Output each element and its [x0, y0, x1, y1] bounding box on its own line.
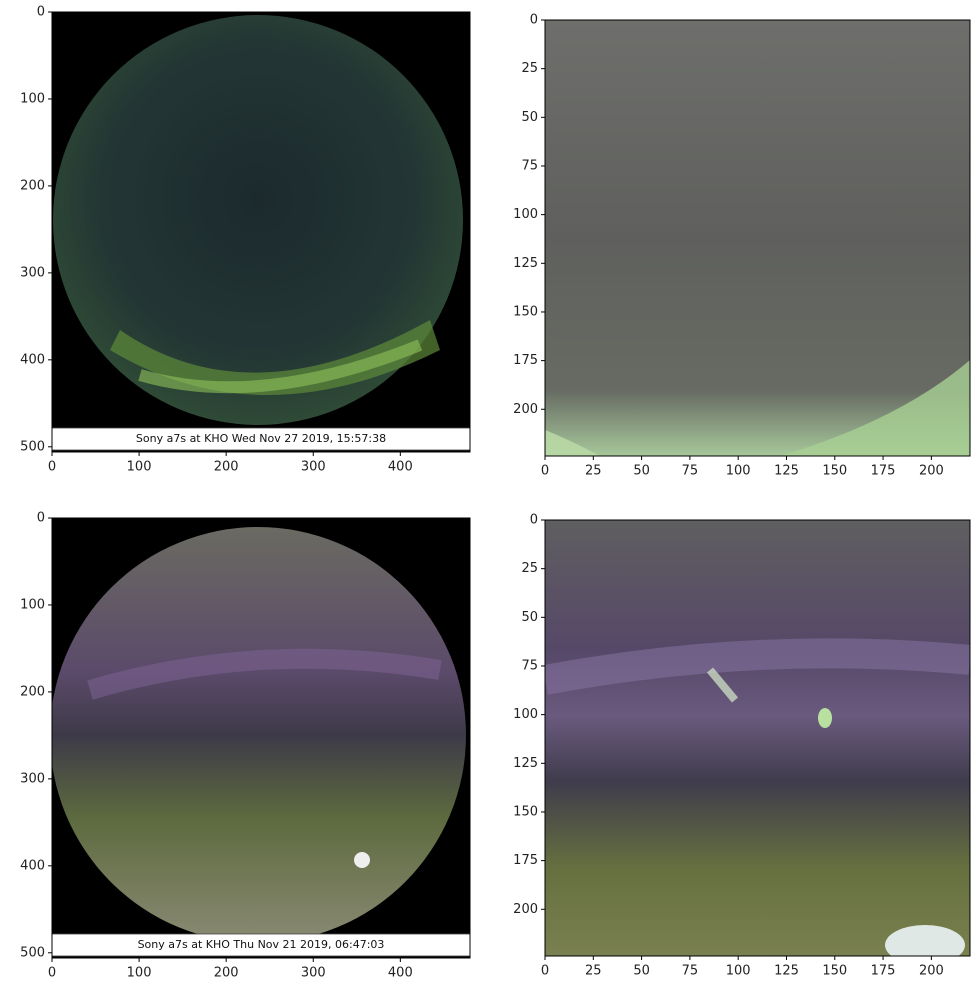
y-tick-label: 125: [513, 756, 538, 771]
x-tick-label: 400: [388, 460, 413, 475]
y-tick-label: 100: [513, 707, 538, 722]
x-tick-label: 125: [774, 964, 799, 979]
x-tick-label: 100: [127, 460, 152, 475]
x-tick-label: 200: [214, 966, 239, 981]
x-tick-label: 175: [871, 964, 896, 979]
x-tick-label: 400: [388, 966, 413, 981]
x-tick-label: 200: [214, 460, 239, 475]
x-tick-label: 300: [301, 966, 326, 981]
y-tick-label: 200: [20, 178, 45, 193]
x-tick-label: 200: [919, 464, 944, 479]
x-tick-label: 100: [127, 966, 152, 981]
y-tick-label: 400: [20, 352, 45, 367]
x-tick-label: 0: [48, 966, 56, 981]
y-tick-label: 175: [513, 853, 538, 868]
x-tick-label: 175: [871, 464, 896, 479]
y-tick-label: 200: [513, 402, 538, 417]
y-tick-label: 0: [37, 5, 45, 20]
y-tick-label: 500: [20, 439, 45, 454]
y-tick-label: 100: [20, 91, 45, 106]
image-2: [545, 20, 970, 456]
x-tick-label: 0: [48, 460, 56, 475]
y-tick-label: 0: [37, 511, 45, 526]
y-tick-label: 125: [513, 256, 538, 271]
x-tick-label: 25: [585, 464, 602, 479]
caption: Sony a7s at KHO Wed Nov 27 2019, 15:57:3…: [136, 432, 386, 445]
x-tick-label: 25: [585, 964, 602, 979]
y-tick-label: 200: [20, 684, 45, 699]
y-tick-label: 25: [521, 561, 538, 576]
x-tick-label: 300: [301, 460, 326, 475]
y-tick-label: 500: [20, 945, 45, 960]
x-tick-label: 200: [919, 964, 944, 979]
y-tick-label: 150: [513, 804, 538, 819]
y-tick-label: 75: [521, 158, 538, 173]
axes-frame: [544, 519, 971, 957]
x-tick-label: 0: [541, 964, 549, 979]
y-tick-label: 25: [521, 61, 538, 76]
y-tick-label: 300: [20, 265, 45, 280]
y-tick-label: 0: [530, 513, 538, 528]
x-tick-label: 50: [633, 964, 650, 979]
x-tick-label: 75: [682, 964, 699, 979]
y-tick-label: 400: [20, 858, 45, 873]
y-tick-label: 100: [20, 597, 45, 612]
axes-frame: [544, 19, 971, 457]
x-tick-label: 75: [682, 464, 699, 479]
y-tick-label: 50: [521, 610, 538, 625]
x-tick-label: 125: [774, 464, 799, 479]
y-tick-label: 200: [513, 902, 538, 917]
x-tick-label: 0: [541, 464, 549, 479]
x-tick-label: 100: [726, 464, 751, 479]
image-4: [545, 520, 970, 956]
axes-frame: [51, 517, 471, 959]
x-tick-label: 150: [822, 464, 847, 479]
y-tick-label: 175: [513, 353, 538, 368]
y-tick-label: 300: [20, 771, 45, 786]
x-tick-label: 50: [633, 464, 650, 479]
image-3: [52, 518, 470, 958]
y-tick-label: 50: [521, 110, 538, 125]
image-1: [52, 12, 470, 452]
x-tick-label: 100: [726, 964, 751, 979]
x-tick-label: 150: [822, 964, 847, 979]
y-tick-label: 100: [513, 207, 538, 222]
y-tick-label: 150: [513, 304, 538, 319]
y-tick-label: 75: [521, 658, 538, 673]
axes-frame: [51, 11, 471, 453]
y-tick-label: 0: [530, 13, 538, 28]
caption: Sony a7s at KHO Thu Nov 21 2019, 06:47:0…: [138, 938, 385, 951]
